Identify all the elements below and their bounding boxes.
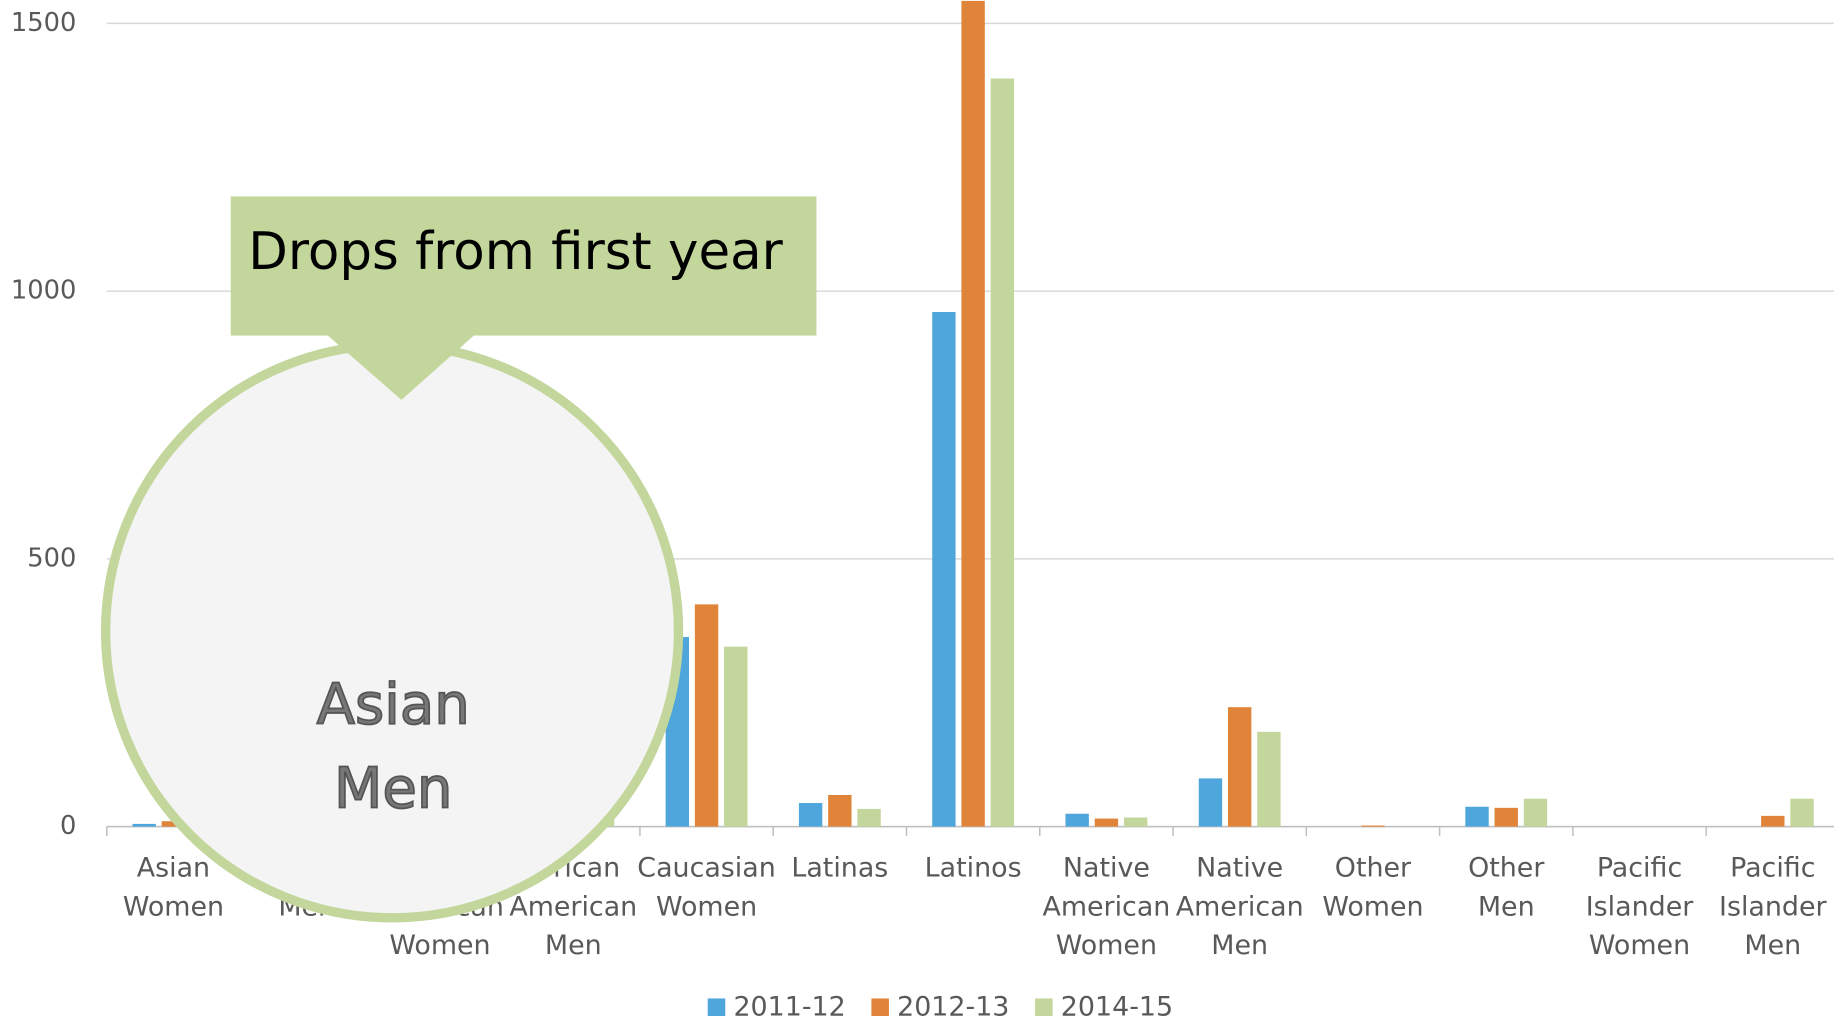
bar	[990, 78, 1015, 827]
bar	[932, 311, 956, 827]
x-tick-label: African American Men	[509, 852, 637, 960]
legend-swatch	[871, 998, 889, 1016]
magnifier	[100, 340, 684, 923]
callout-pointer	[327, 335, 474, 400]
legend-swatch	[1035, 998, 1053, 1016]
x-tick-label: Pacific Islander Men	[1719, 852, 1827, 960]
legend-label: 2011-12	[733, 991, 845, 1022]
magnifier-overlay: Drops from first year Asian Men	[100, 196, 817, 923]
bar	[1761, 815, 1785, 827]
y-tick-label: 0	[60, 811, 76, 841]
bar	[1790, 798, 1814, 827]
bar	[1465, 806, 1489, 827]
bar	[857, 808, 881, 827]
bar	[161, 821, 186, 827]
x-tick-label: Latinas	[791, 852, 888, 883]
legend-swatch	[707, 998, 726, 1016]
bar	[1123, 817, 1148, 827]
x-tick-label: Caucasian Women	[637, 852, 775, 922]
bar	[798, 803, 823, 827]
x-tick-label: Pacific Islander Women	[1586, 852, 1694, 960]
x-tick-label: Other Men	[1468, 852, 1545, 922]
legend-label: 2014-15	[1061, 991, 1173, 1022]
bar	[1094, 818, 1119, 827]
y-tick-label: 500	[27, 543, 76, 573]
y-tick-label: 1500	[11, 8, 76, 38]
bar	[1494, 807, 1518, 827]
callout-box	[230, 196, 817, 336]
y-tick-label: 1000	[11, 276, 76, 306]
bar	[1065, 813, 1089, 827]
x-tick-label: Native American Women	[1042, 852, 1170, 960]
bar	[1361, 825, 1385, 827]
x-tick-label: Asian Women	[123, 852, 224, 922]
callout-text: Drops from first year	[248, 222, 783, 282]
bar	[1227, 707, 1252, 827]
x-tick-label: Native American Men	[1176, 852, 1304, 960]
magnified-label: Asian Men	[317, 672, 470, 821]
bar	[694, 604, 719, 827]
bar	[828, 794, 852, 827]
bar	[961, 0, 985, 827]
bar	[1257, 731, 1281, 827]
bar	[1198, 778, 1223, 827]
legend-label: 2012-13	[897, 991, 1009, 1022]
x-tick-label: Latinos	[925, 852, 1022, 883]
bar	[724, 646, 748, 827]
bar	[1523, 798, 1548, 827]
x-tick-label: Other Women	[1322, 852, 1423, 922]
bar	[132, 823, 156, 827]
